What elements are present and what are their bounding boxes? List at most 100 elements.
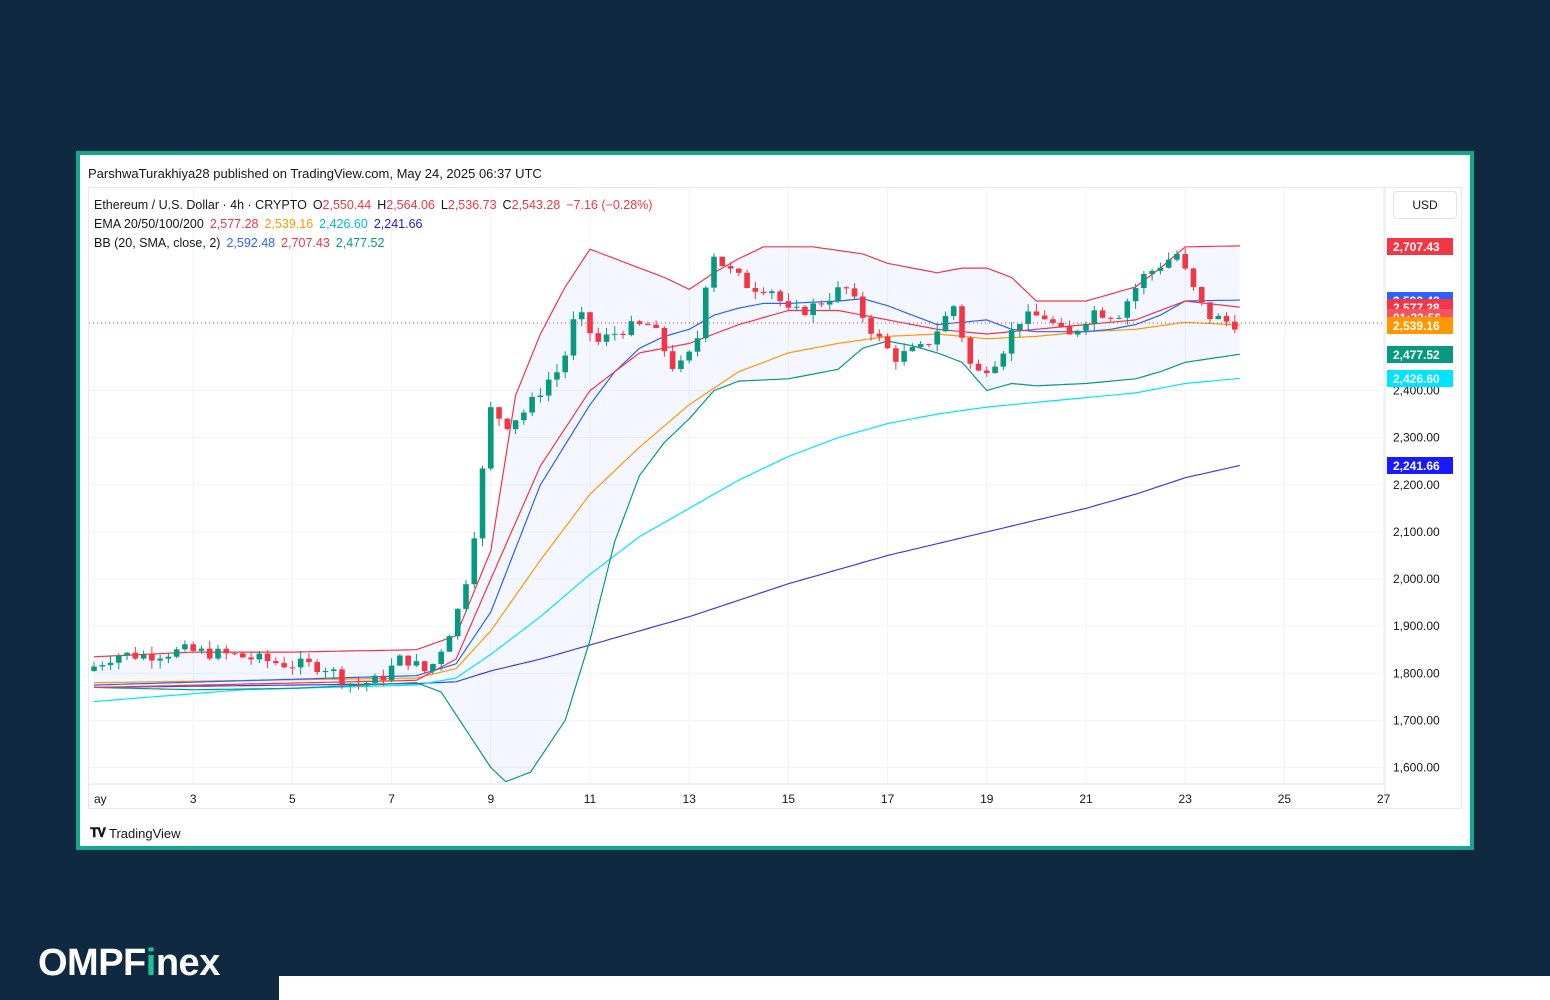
candle-body <box>802 306 808 315</box>
candle-body <box>587 312 593 334</box>
candle-body <box>1058 322 1064 327</box>
x-tick-label: 27 <box>1377 792 1391 806</box>
candle-body <box>736 268 742 273</box>
candle-body <box>479 468 486 539</box>
candle-body <box>107 662 114 666</box>
candle-body <box>496 407 502 419</box>
candle-body <box>1091 310 1098 324</box>
price-tag-label: 2,707.43 <box>1393 240 1440 254</box>
candle-body <box>1108 317 1114 319</box>
candle-body <box>785 301 792 308</box>
x-tick-label: 11 <box>584 792 597 806</box>
candle-body <box>314 662 320 673</box>
candle-body <box>347 683 354 685</box>
candle-body <box>1182 253 1188 269</box>
low-label: L <box>440 198 448 212</box>
price-tag-label: 2,539.16 <box>1393 319 1440 333</box>
candle-body <box>240 653 246 658</box>
candle-body <box>1190 268 1197 288</box>
bb-legend[interactable]: BB (20, SMA, close, 2) 2,592.48 2,707.43 2,… <box>94 236 390 250</box>
x-tick-label: 17 <box>881 792 895 806</box>
candle-body <box>165 656 172 659</box>
publisher-line: ParshwaTurakhiya28 published on TradingV… <box>88 166 542 181</box>
bollinger-band-fill <box>94 245 1240 782</box>
candle-body <box>380 675 387 681</box>
candle-body <box>521 412 527 421</box>
bb-basis-value: 2,592.48 <box>226 236 276 250</box>
ema-legend[interactable]: EMA 20/50/100/200 2,577.28 2,539.16 2,426.6… <box>94 217 429 231</box>
candle-body <box>1025 311 1031 324</box>
candle-body <box>1215 315 1222 320</box>
price-tag <box>1387 317 1453 334</box>
candle-body <box>1198 287 1205 303</box>
candle-body <box>512 420 519 430</box>
candle-body <box>884 336 891 349</box>
candle-body <box>620 333 626 335</box>
x-tick-label: 23 <box>1179 792 1193 806</box>
candle-body <box>124 652 130 656</box>
candle-body <box>554 372 560 380</box>
brand-part1: OMPF <box>38 942 146 984</box>
candle-body <box>297 658 304 668</box>
candle-body <box>876 333 883 337</box>
y-tick-label: 1,900.00 <box>1393 619 1440 633</box>
candle-body <box>686 351 692 361</box>
high-value: 2,564.06 <box>386 198 435 212</box>
x-tick-label: 9 <box>487 792 494 806</box>
tradingview-logo-icon: 𝐓𝐕 <box>90 825 106 840</box>
tradingview-logo[interactable]: 𝐓𝐕 TradingView <box>90 825 181 841</box>
y-tick-label: 2,000.00 <box>1393 572 1440 586</box>
change-value: −7.16 (−0.28%) <box>566 198 653 212</box>
bb-lower-value: 2,477.52 <box>335 236 385 250</box>
candle-body <box>777 291 783 302</box>
candlestick-chart[interactable]: 1,600.00 1,700.00 1,800.00 1,900.00 2,000.00… <box>89 188 1463 810</box>
x-tick-label: ay <box>94 792 107 806</box>
candle-body <box>281 663 287 668</box>
candle-body <box>1074 330 1081 335</box>
candle-body <box>645 324 651 326</box>
candle-body <box>810 303 816 315</box>
candle-body <box>1223 315 1230 322</box>
open-value: 2,550.44 <box>322 198 372 212</box>
candle-body <box>454 608 461 637</box>
brand-part2: nex <box>155 942 220 984</box>
x-tick-label: 25 <box>1278 792 1292 806</box>
candle-body <box>1141 274 1147 289</box>
candle-body <box>438 651 444 665</box>
candle-body <box>860 296 866 318</box>
symbol-legend: Ethereum / U.S. Dollar · 4h · CRYPTO O2,5… <box>94 198 658 212</box>
candle-body <box>570 319 577 356</box>
omp-finex-logo: OMPFinex <box>38 942 220 985</box>
candle-body <box>1149 270 1155 275</box>
candle-body <box>231 653 238 655</box>
candle-body <box>471 538 478 585</box>
candle-body <box>1165 259 1172 268</box>
candle-body <box>355 683 362 685</box>
candle-body <box>421 661 428 672</box>
candle-body <box>636 321 643 325</box>
candle-body <box>851 288 858 297</box>
candle-body <box>1000 353 1007 367</box>
chart-area[interactable]: 1,600.00 1,700.00 1,800.00 1,900.00 2,000.00… <box>88 187 1462 809</box>
candle-body <box>661 327 668 352</box>
candle-body <box>901 351 907 362</box>
currency-selector[interactable]: USD <box>1393 191 1457 219</box>
candle-body <box>1008 330 1015 354</box>
candle-body <box>917 344 924 348</box>
candle-body <box>132 652 139 659</box>
candle-body <box>868 317 874 334</box>
candle-body <box>446 636 453 652</box>
candle-body <box>760 291 767 294</box>
candle-body <box>562 355 568 373</box>
candle-body <box>984 370 990 373</box>
candle-body <box>504 418 511 430</box>
price-tag <box>1387 457 1453 474</box>
candle-body <box>405 655 411 666</box>
y-tick-label: 1,600.00 <box>1393 761 1440 775</box>
candle-body <box>702 287 709 339</box>
ema20-value: 2,577.28 <box>209 217 259 231</box>
bb-lower-line <box>93 340 1240 783</box>
candle-body <box>149 654 155 661</box>
candle-body <box>1174 253 1180 260</box>
brand-dot: i <box>145 942 157 984</box>
